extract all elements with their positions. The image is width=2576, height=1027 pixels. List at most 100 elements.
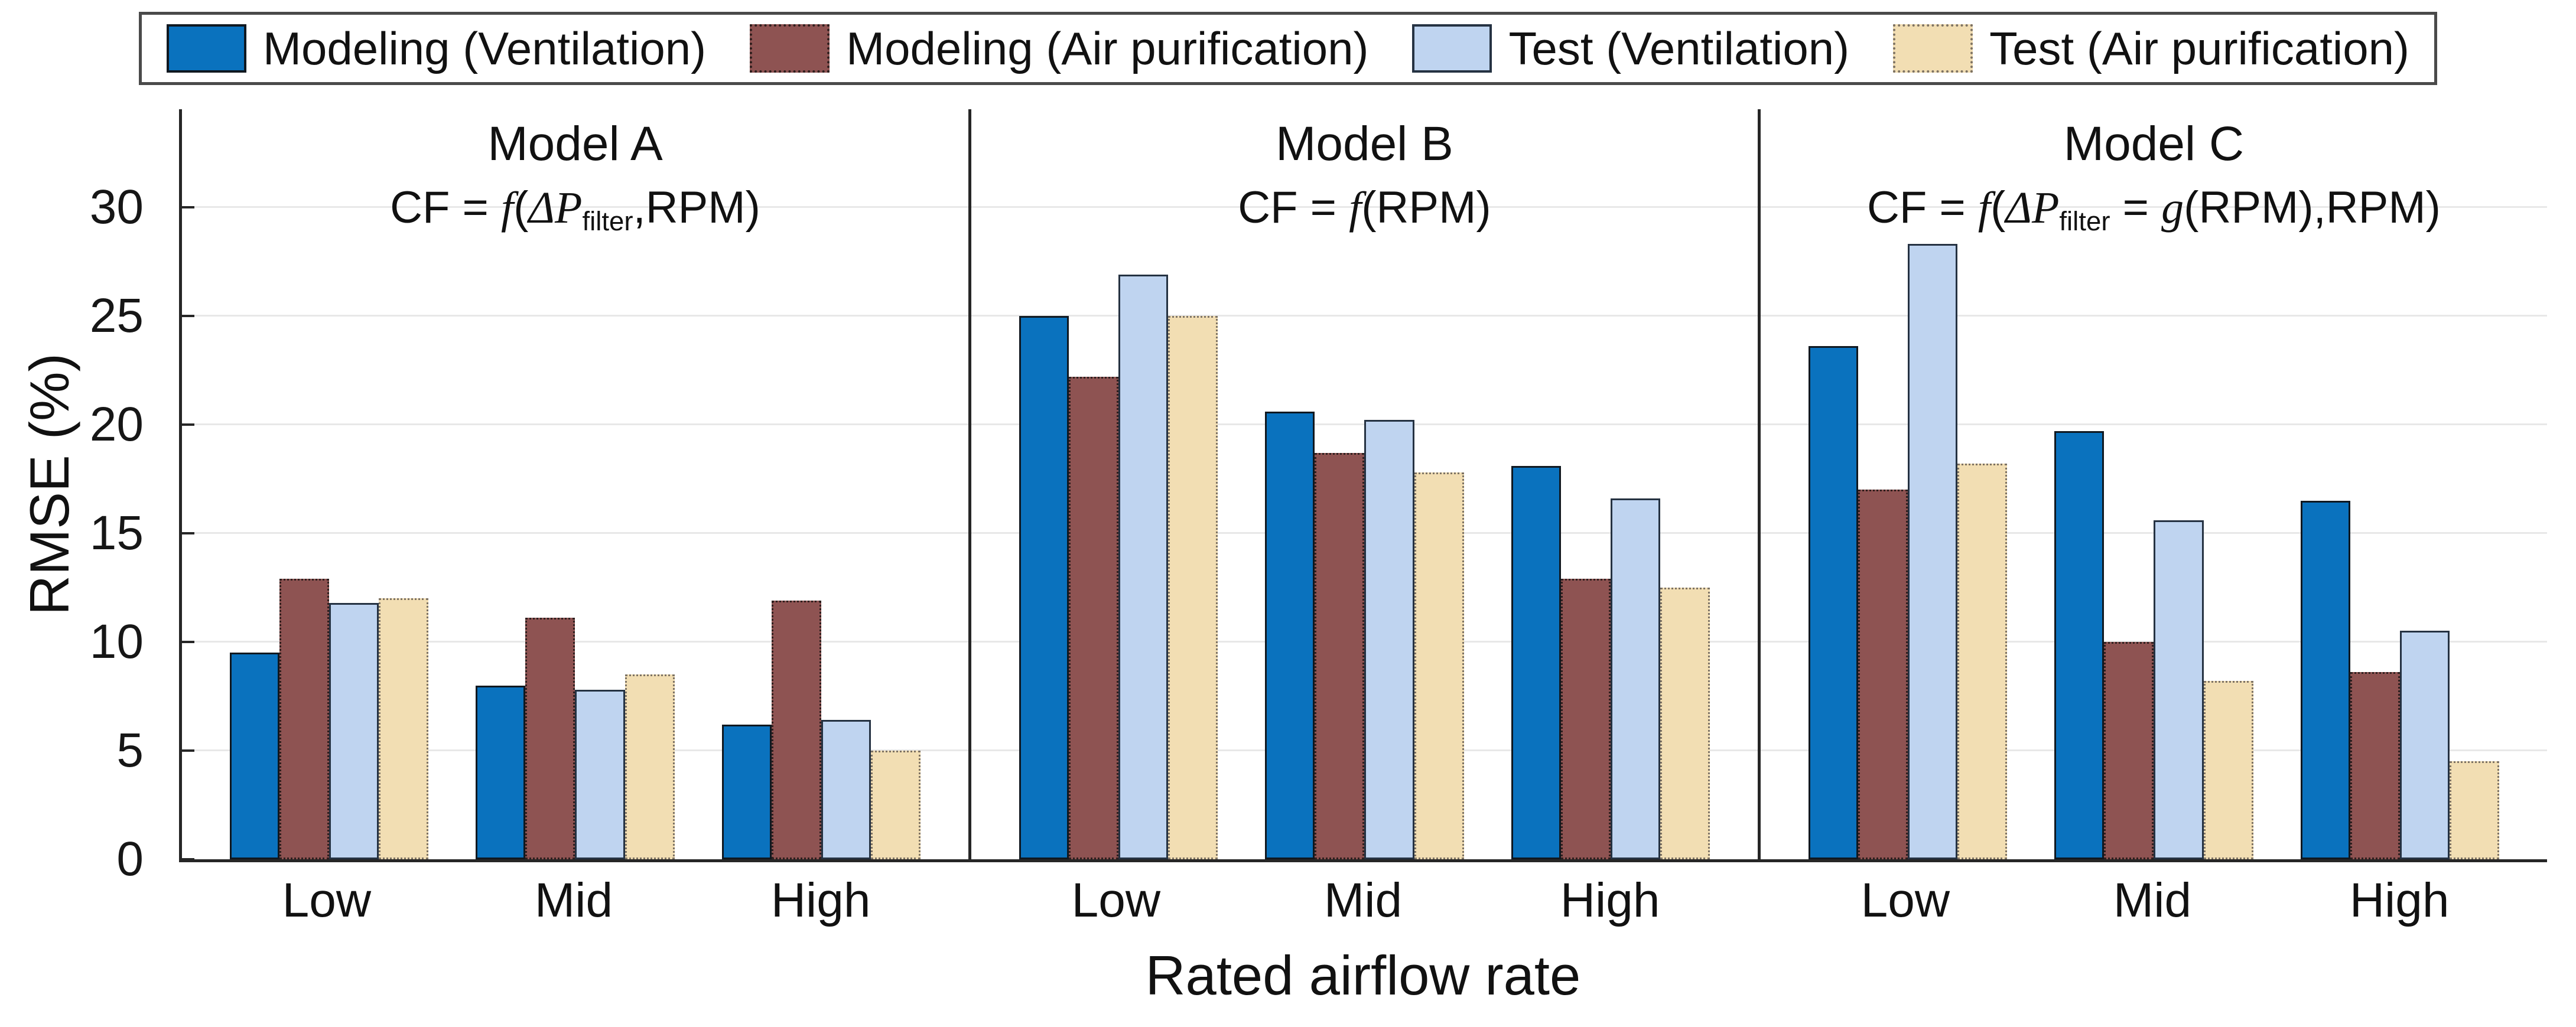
y-tick-label-30: 30 — [89, 180, 144, 234]
bar-group-mid — [1265, 109, 1464, 859]
bar-test-air-purification — [1168, 315, 1218, 859]
bar-modeling-ventilation — [721, 724, 772, 859]
y-tick-label-0: 0 — [116, 832, 144, 886]
legend-swatch-dotted — [750, 24, 830, 73]
formula-part: (RPM) — [1361, 182, 1491, 233]
formula-part: (RPM),RPM) — [2184, 182, 2441, 233]
x-tick-label-high: High — [1560, 873, 1660, 927]
bar-test-ventilation — [575, 689, 625, 859]
formula-part: ΔP — [528, 182, 583, 233]
legend-item-label: Test (Air purification) — [1989, 22, 2409, 74]
y-tick-label-20: 20 — [89, 397, 144, 451]
y-tick-mark-30 — [179, 206, 194, 208]
formula-part: ΔP — [2005, 182, 2060, 233]
panel-formula: CF = f(ΔPfilter,RPM) — [182, 181, 968, 237]
x-tick-label-mid: Mid — [1323, 873, 1403, 927]
bar-test-air-purification — [871, 750, 921, 859]
panel-title: Model B CF = f(RPM) — [971, 114, 1758, 235]
bar-test-ventilation — [2400, 631, 2450, 859]
formula-part: filter — [2059, 206, 2110, 237]
formula-part: f — [1977, 182, 1991, 233]
bar-test-ventilation — [821, 720, 871, 859]
panel-title: Model C CF = f(ΔPfilter = g(RPM),RPM) — [1761, 114, 2547, 237]
formula-part: ( — [1990, 182, 2006, 233]
bar-modeling-ventilation — [1019, 315, 1069, 859]
bar-modeling-ventilation — [476, 685, 526, 859]
bar-modeling-air-purification — [1560, 579, 1611, 859]
panel-name: Model A — [487, 117, 663, 171]
bar-modeling-air-purification — [1068, 376, 1118, 859]
bar-modeling-ventilation — [1511, 465, 1561, 859]
bar-test-air-purification — [625, 674, 675, 859]
bar-modeling-air-purification — [1858, 490, 1908, 859]
y-axis-label: RMSE (%) — [18, 353, 80, 615]
bar-group-high — [1511, 109, 1710, 859]
panel-title: Model A CF = f(ΔPfilter,RPM) — [182, 114, 968, 237]
legend-item-label: Test (Ventilation) — [1508, 22, 1850, 74]
legend-item: Modeling (Ventilation) — [167, 24, 706, 73]
x-tick-label-mid: Mid — [534, 873, 613, 927]
bar-test-ventilation — [2154, 520, 2204, 859]
formula-part: f — [500, 182, 514, 233]
formula-part: filter — [582, 206, 633, 237]
x-tick-label-high: High — [2349, 873, 2450, 927]
legend: Modeling (Ventilation) Modeling (Air puri… — [139, 12, 2437, 85]
formula-part: CF = — [1238, 182, 1349, 233]
panel-model-b: Model B CF = f(RPM) — [968, 109, 1758, 859]
bar-test-air-purification — [379, 598, 429, 859]
y-tick-label-5: 5 — [116, 723, 144, 777]
bar-group-mid — [476, 109, 675, 859]
legend-item: Test (Air purification) — [1893, 24, 2409, 73]
bar-test-ventilation — [1611, 498, 1661, 859]
bar-group-low — [229, 109, 429, 859]
bar-group-low — [1808, 109, 2008, 859]
x-tick-label-high: High — [770, 873, 871, 927]
legend-item: Modeling (Air purification) — [750, 24, 1368, 73]
bar-group-mid — [2054, 109, 2253, 859]
formula-part: ( — [513, 182, 529, 233]
bar-test-ventilation — [1118, 274, 1169, 859]
y-tick-mark-25 — [179, 314, 194, 317]
bar-test-ventilation — [1364, 420, 1414, 859]
bar-modeling-air-purification — [2104, 641, 2154, 859]
legend-item-label: Modeling (Air purification) — [846, 22, 1369, 74]
x-tick-label-low: Low — [1861, 873, 1950, 927]
y-tick-mark-15 — [179, 532, 194, 534]
bar-modeling-air-purification — [279, 579, 329, 859]
bar-modeling-ventilation — [2054, 431, 2105, 859]
bar-test-ventilation — [328, 602, 379, 859]
bar-modeling-ventilation — [1808, 346, 1858, 859]
bar-test-air-purification — [1660, 587, 1710, 859]
gridline-y20 — [179, 423, 2547, 425]
bar-test-ventilation — [1907, 244, 1958, 859]
plot-area: Model A CF = f(ΔPfilter,RPM) Model B CF = f… — [179, 109, 2547, 862]
x-axis-label: Rated airflow rate — [1145, 944, 1581, 1006]
bar-test-air-purification — [1957, 464, 2008, 859]
y-tick-label-25: 25 — [89, 288, 144, 343]
y-tick-label-10: 10 — [89, 614, 144, 669]
panel-name: Model C — [2063, 117, 2245, 171]
bar-modeling-air-purification — [2350, 672, 2401, 859]
gridline-y30 — [179, 206, 2547, 208]
legend-item: Test (Ventilation) — [1412, 24, 1849, 73]
formula-part: CF = — [1866, 182, 1978, 233]
legend-item-label: Modeling (Ventilation) — [263, 22, 707, 74]
bar-modeling-ventilation — [229, 653, 279, 859]
formula-part: CF = — [390, 182, 501, 233]
formula-part: = — [2110, 182, 2162, 233]
y-tick-mark-10 — [179, 640, 194, 643]
formula-part: g — [2161, 182, 2184, 233]
bar-group-high — [2300, 109, 2500, 859]
y-tick-mark-20 — [179, 423, 194, 426]
bar-modeling-air-purification — [525, 618, 575, 859]
bar-test-air-purification — [2450, 761, 2500, 859]
legend-swatch-dotted — [1893, 24, 1973, 73]
bar-test-air-purification — [2203, 681, 2253, 859]
formula-part: f — [1349, 182, 1362, 233]
panel-name: Model B — [1276, 117, 1453, 171]
panel-formula: CF = f(ΔPfilter = g(RPM),RPM) — [1761, 181, 2547, 237]
y-tick-mark-0 — [179, 858, 194, 860]
formula-part: ,RPM) — [633, 182, 760, 233]
bar-modeling-ventilation — [1265, 411, 1315, 859]
bar-modeling-air-purification — [1315, 452, 1365, 859]
